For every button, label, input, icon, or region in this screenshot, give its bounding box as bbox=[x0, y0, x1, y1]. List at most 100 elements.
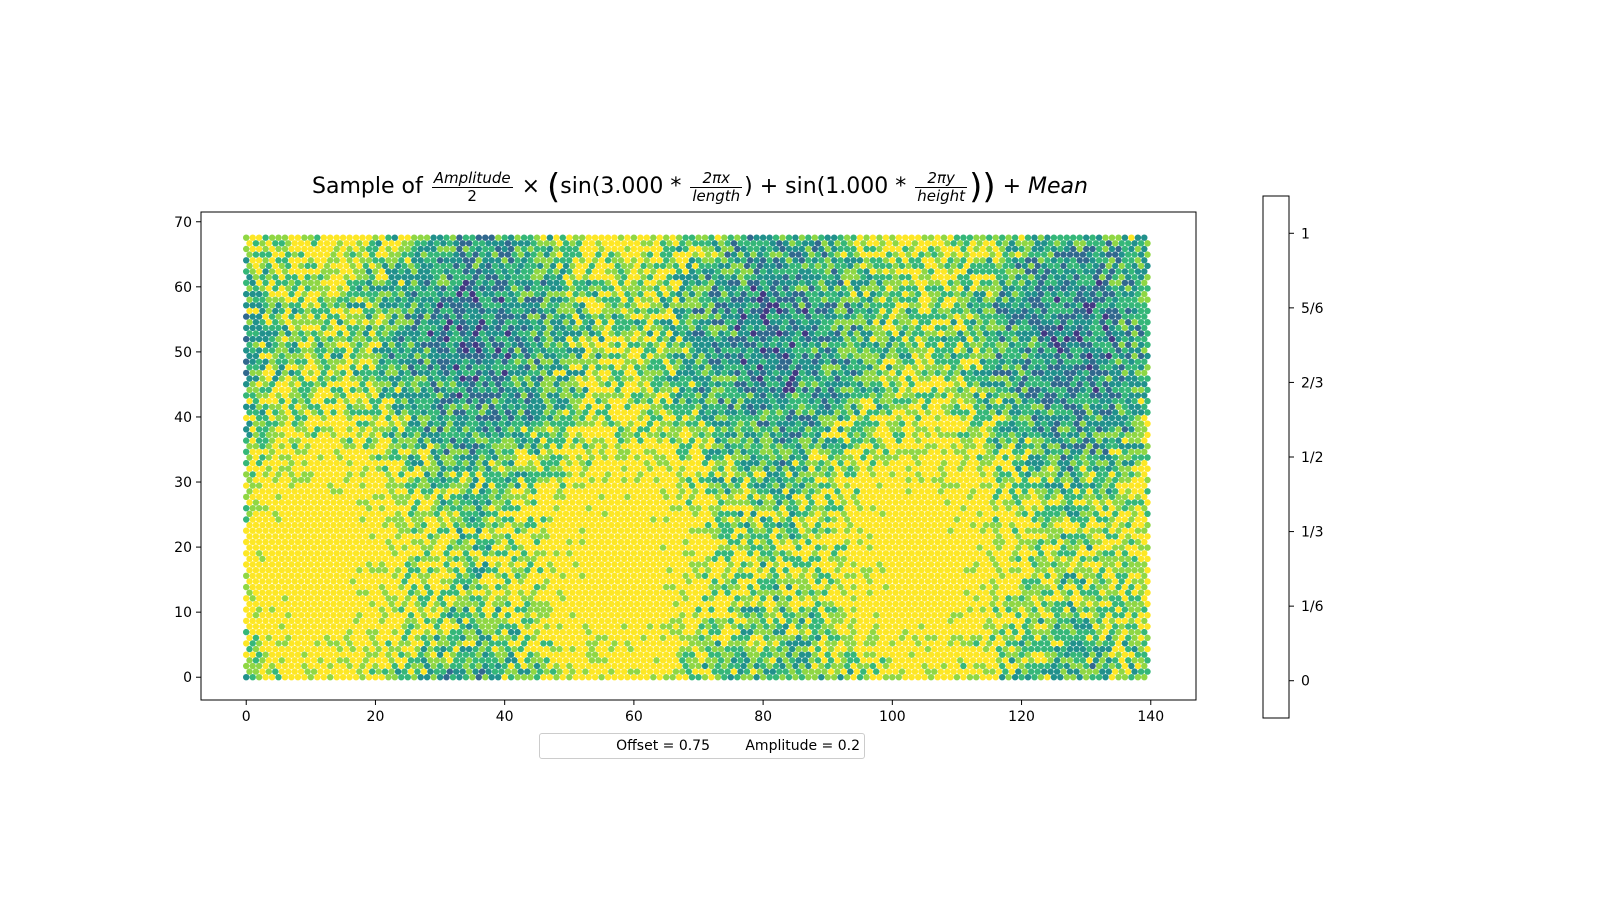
data-point bbox=[743, 589, 751, 596]
data-point bbox=[976, 589, 983, 596]
data-point bbox=[520, 595, 528, 602]
data-point bbox=[714, 527, 722, 534]
data-point bbox=[440, 634, 447, 641]
data-point bbox=[517, 668, 524, 675]
data-point bbox=[478, 623, 486, 630]
data-point bbox=[986, 662, 993, 670]
data-point bbox=[882, 538, 890, 546]
data-point bbox=[798, 651, 806, 658]
data-point bbox=[482, 527, 489, 534]
data-point bbox=[747, 516, 754, 523]
data-point bbox=[1021, 521, 1028, 529]
data-point bbox=[759, 662, 767, 670]
data-point bbox=[934, 538, 941, 546]
data-point bbox=[507, 617, 515, 625]
data-point bbox=[779, 482, 786, 489]
data-point bbox=[601, 600, 608, 608]
data-point bbox=[1141, 674, 1148, 681]
data-point bbox=[443, 606, 450, 613]
data-point bbox=[569, 668, 576, 675]
data-point bbox=[1044, 662, 1051, 670]
data-point bbox=[546, 482, 554, 489]
data-point bbox=[940, 550, 948, 557]
data-point bbox=[398, 617, 405, 625]
data-point bbox=[378, 583, 386, 591]
data-point bbox=[462, 527, 470, 534]
data-point bbox=[501, 538, 508, 546]
data-point bbox=[779, 651, 786, 658]
data-point bbox=[637, 550, 644, 557]
data-point bbox=[255, 617, 263, 625]
data-point bbox=[1034, 645, 1041, 653]
data-point bbox=[362, 623, 369, 630]
data-point bbox=[898, 634, 906, 641]
data-point bbox=[362, 589, 369, 596]
data-point bbox=[850, 628, 857, 636]
data-point bbox=[811, 516, 818, 523]
data-point bbox=[320, 561, 327, 568]
data-point bbox=[843, 538, 851, 546]
data-point bbox=[840, 555, 848, 563]
data-point bbox=[1037, 482, 1045, 489]
data-point bbox=[1083, 662, 1090, 670]
data-point bbox=[695, 583, 702, 591]
data-point bbox=[892, 657, 899, 664]
data-point bbox=[359, 493, 366, 501]
data-point bbox=[359, 595, 366, 602]
data-point bbox=[310, 499, 318, 506]
data-point bbox=[453, 476, 460, 484]
data-point bbox=[924, 578, 932, 585]
data-point bbox=[349, 510, 356, 517]
data-point bbox=[750, 600, 757, 608]
data-point bbox=[934, 674, 941, 681]
data-point bbox=[443, 516, 450, 523]
data-point bbox=[692, 476, 699, 484]
data-point bbox=[482, 572, 489, 579]
data-point bbox=[549, 589, 557, 596]
data-point bbox=[469, 674, 476, 681]
data-point bbox=[401, 623, 408, 630]
data-point bbox=[398, 628, 405, 636]
data-point bbox=[1047, 521, 1054, 529]
data-point bbox=[1044, 628, 1051, 636]
data-point bbox=[653, 657, 660, 664]
data-point bbox=[546, 561, 554, 568]
data-point bbox=[1092, 578, 1100, 585]
data-point bbox=[320, 550, 327, 557]
data-point bbox=[960, 561, 967, 568]
data-point bbox=[527, 595, 534, 602]
data-point bbox=[772, 595, 780, 602]
data-point bbox=[763, 544, 770, 551]
data-point bbox=[895, 583, 902, 591]
data-point bbox=[1099, 510, 1106, 517]
data-point bbox=[527, 617, 534, 625]
data-point bbox=[1070, 482, 1077, 489]
data-point bbox=[1018, 505, 1025, 512]
data-point bbox=[847, 533, 854, 540]
data-point bbox=[685, 612, 692, 619]
data-point bbox=[414, 578, 421, 585]
data-point bbox=[498, 488, 505, 495]
data-point bbox=[336, 476, 344, 484]
data-point bbox=[801, 521, 809, 529]
data-point bbox=[446, 634, 453, 641]
data-point bbox=[621, 488, 628, 495]
data-point bbox=[873, 612, 880, 619]
data-point bbox=[834, 578, 841, 585]
data-point bbox=[763, 645, 770, 653]
data-point bbox=[734, 628, 741, 636]
data-point bbox=[708, 538, 715, 546]
data-point bbox=[369, 544, 376, 551]
data-point bbox=[898, 612, 906, 619]
data-point bbox=[873, 499, 880, 506]
data-point bbox=[1121, 505, 1129, 512]
data-point bbox=[1024, 538, 1032, 546]
data-point bbox=[730, 612, 738, 619]
data-point bbox=[1102, 583, 1109, 591]
data-point bbox=[672, 657, 680, 664]
data-point bbox=[514, 527, 521, 534]
data-point bbox=[314, 617, 321, 625]
data-point bbox=[1044, 516, 1051, 523]
data-point bbox=[772, 550, 780, 557]
data-point bbox=[708, 583, 715, 591]
